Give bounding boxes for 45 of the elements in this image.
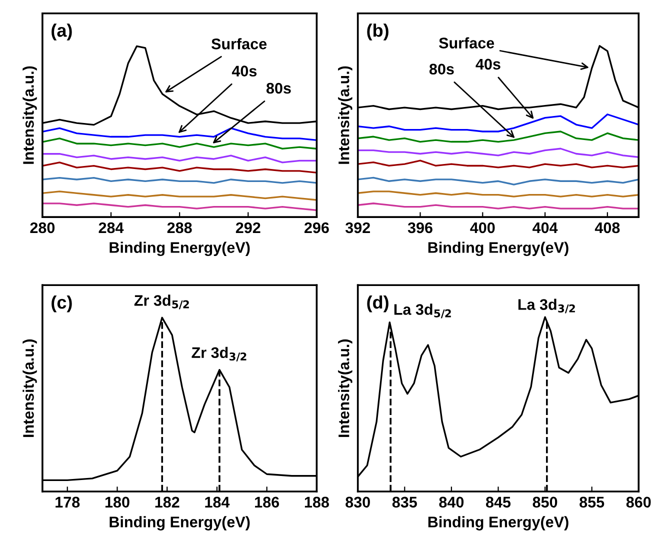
chart-title: (d) xyxy=(367,295,388,312)
ref-line-label: La 3d$_{3/2}$ xyxy=(518,298,575,314)
x-tick-label: 855 xyxy=(580,496,604,508)
x-tick-label: 840 xyxy=(439,496,464,508)
x-tick-label: 392 xyxy=(345,222,370,234)
x-tick-label: 284 xyxy=(98,222,124,234)
chart-title: (b) xyxy=(367,24,388,40)
y-axis-title: Intensity(a.u.) xyxy=(22,339,37,437)
y-axis-title: Intensity(a.u.) xyxy=(22,66,37,164)
x-tick-label: 288 xyxy=(167,222,192,234)
ref-line-label: Zr 3d$_{5/2}$ xyxy=(134,294,189,310)
x-tick-label: 186 xyxy=(255,496,280,508)
x-tick-label: 188 xyxy=(304,496,329,508)
chart-title: (c) xyxy=(52,295,72,312)
x-tick-label: 180 xyxy=(105,496,130,508)
x-tick-label: 396 xyxy=(408,222,432,234)
x-tick-label: 400 xyxy=(470,222,495,234)
annotation: 80s xyxy=(429,64,454,75)
annotation: 40s xyxy=(476,58,500,70)
ref-line-label: Zr 3d$_{3/2}$ xyxy=(192,346,246,362)
x-tick-label: 845 xyxy=(486,496,511,508)
chart-title: (a) xyxy=(52,24,72,40)
annotation: Surface xyxy=(211,38,267,50)
annotation: 80s xyxy=(266,82,291,94)
annotation: 40s xyxy=(232,66,257,76)
x-tick-label: 860 xyxy=(626,496,651,508)
y-axis-title: Intensity(a.u.) xyxy=(338,66,352,164)
x-axis-title: Binding Energy(eV) xyxy=(110,516,250,530)
x-tick-label: 292 xyxy=(236,222,260,234)
x-tick-label: 404 xyxy=(532,222,558,234)
x-axis-title: Binding Energy(eV) xyxy=(110,242,250,256)
x-axis-title: Binding Energy(eV) xyxy=(428,242,568,256)
y-axis-title: Intensity(a.u.) xyxy=(338,339,352,437)
x-tick-label: 184 xyxy=(205,496,230,508)
x-tick-label: 178 xyxy=(56,496,80,508)
x-tick-label: 850 xyxy=(532,496,558,508)
annotation: Surface xyxy=(439,37,494,48)
x-tick-label: 280 xyxy=(30,222,55,234)
x-tick-label: 182 xyxy=(155,496,180,508)
ref-line-label: La 3d$_{5/2}$ xyxy=(394,304,451,318)
x-tick-label: 830 xyxy=(346,496,370,508)
x-tick-label: 408 xyxy=(594,222,620,234)
x-tick-label: 835 xyxy=(392,496,417,508)
x-tick-label: 296 xyxy=(304,222,329,234)
x-axis-title: Binding Energy(eV) xyxy=(428,516,568,530)
